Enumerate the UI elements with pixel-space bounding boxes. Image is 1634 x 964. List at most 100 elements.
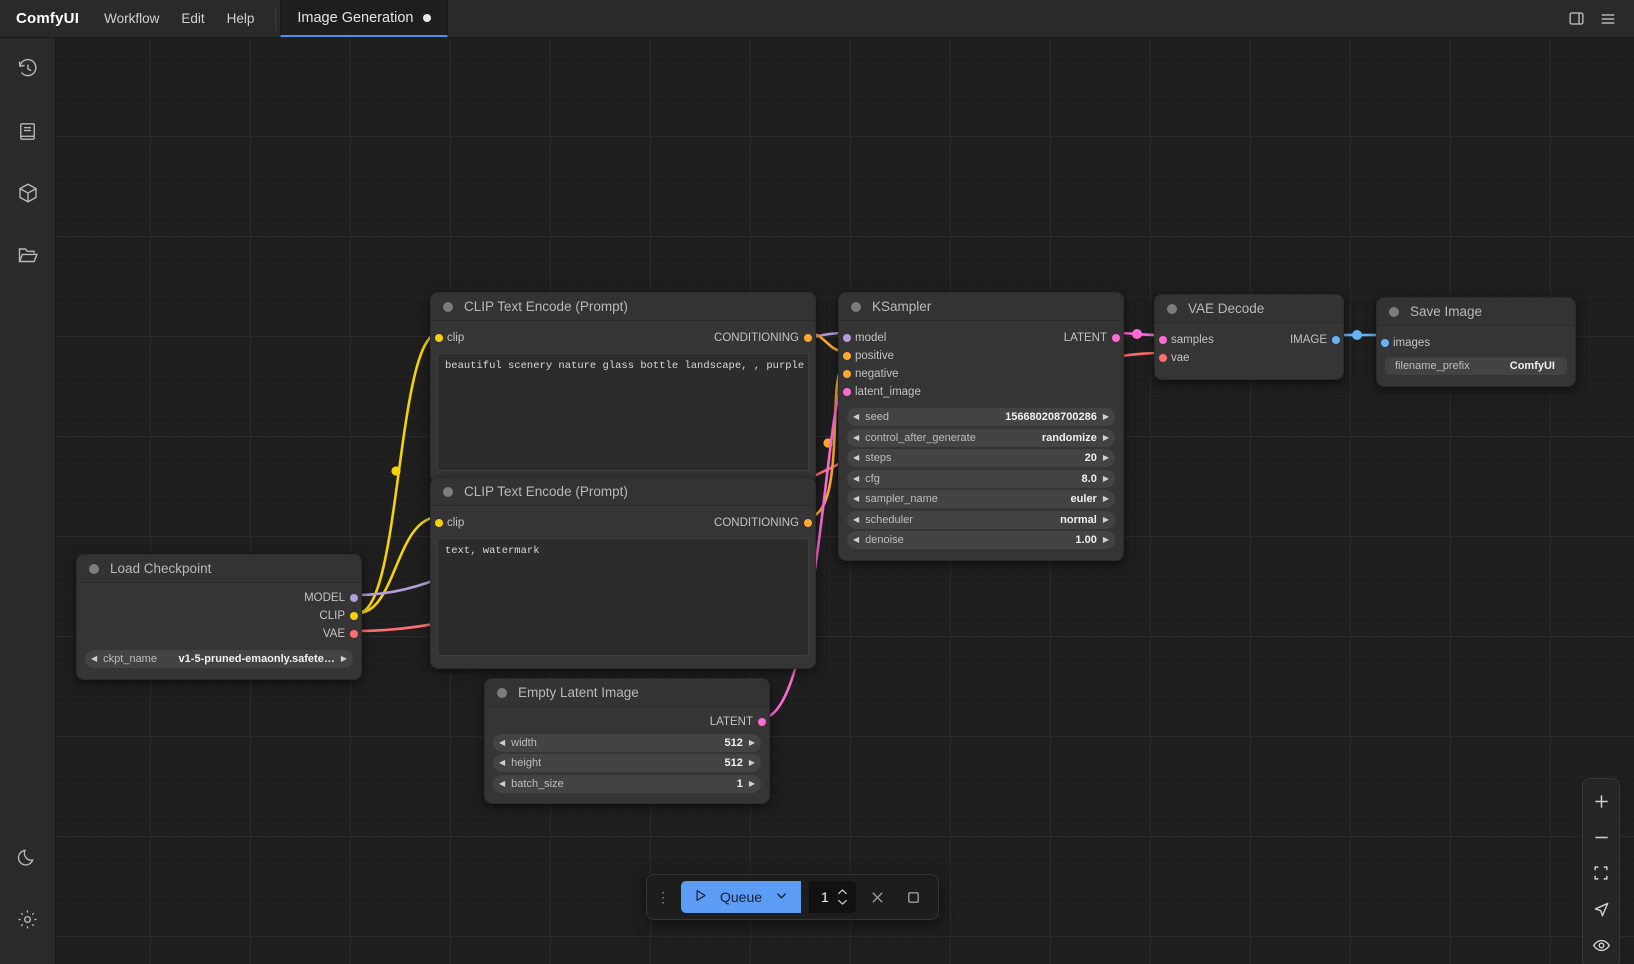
widget-cfg[interactable]: ◀ cfg 8.0 ▶ <box>847 469 1115 488</box>
model-folder-icon[interactable] <box>0 224 56 286</box>
increment-arrow-icon[interactable]: ▶ <box>1102 453 1109 462</box>
slot-dot-model[interactable] <box>843 334 851 342</box>
node-header[interactable]: CLIP Text Encode (Prompt) <box>431 478 815 506</box>
graph-canvas[interactable]: Load Checkpoint MODEL CLIP VAE ◀ ckpt_na <box>56 38 1634 964</box>
collapse-dot-icon[interactable] <box>89 563 99 574</box>
panel-toggle-icon[interactable] <box>1562 5 1590 33</box>
slot-dot-images[interactable] <box>1381 339 1389 347</box>
decrement-arrow-icon[interactable]: ◀ <box>853 412 860 421</box>
increment-arrow-icon[interactable]: ▶ <box>748 758 755 767</box>
slot-dot-clip[interactable] <box>435 334 443 342</box>
decrement-arrow-icon[interactable]: ◀ <box>853 514 860 524</box>
node-save-image[interactable]: Save Image images filename_prefix ComfyU… <box>1376 297 1576 387</box>
slot-dot-samples[interactable] <box>1159 336 1167 344</box>
clear-queue-icon[interactable] <box>864 883 892 911</box>
zoom-in-icon[interactable] <box>1582 783 1620 819</box>
input-slot-images[interactable]: images <box>1377 334 1575 352</box>
decrement-arrow-icon[interactable]: ◀ <box>853 432 860 442</box>
widget-ckpt-name[interactable]: ◀ ckpt_name v1-5-pruned-emaonly.safete… … <box>85 650 353 668</box>
decrement-arrow-icon[interactable]: ◀ <box>499 778 506 788</box>
slot-dot-image[interactable] <box>1332 336 1340 344</box>
slot-dot-conditioning[interactable] <box>804 519 812 527</box>
input-slot-model[interactable]: model LATENT <box>839 329 1123 347</box>
settings-gear-icon[interactable] <box>0 888 56 950</box>
increment-arrow-icon[interactable]: ▶ <box>1102 535 1109 544</box>
decrement-arrow-icon[interactable]: ◀ <box>853 535 860 544</box>
decrement-arrow-icon[interactable]: ◀ <box>853 473 860 483</box>
slot-dot-conditioning[interactable] <box>804 334 812 342</box>
increment-arrow-icon[interactable]: ▶ <box>748 737 755 747</box>
node-header[interactable]: CLIP Text Encode (Prompt) <box>431 293 815 321</box>
clip-slot-row[interactable]: clip CONDITIONING <box>431 329 815 347</box>
toggle-visibility-icon[interactable] <box>1582 927 1620 963</box>
output-slot-vae[interactable]: VAE <box>77 625 361 643</box>
node-library-icon[interactable] <box>0 162 56 224</box>
slot-dot-model[interactable] <box>350 594 358 602</box>
queue-prompt-button[interactable]: Queue <box>681 881 802 913</box>
output-slot-latent[interactable]: LATENT <box>485 713 769 731</box>
increment-arrow-icon[interactable]: ▶ <box>1102 494 1109 503</box>
workflow-tab-image-generation[interactable]: Image Generation <box>280 0 449 37</box>
node-clip-text-encode-positive[interactable]: CLIP Text Encode (Prompt) clip CONDITION… <box>430 292 816 484</box>
queue-history-icon[interactable] <box>0 38 56 100</box>
widget-steps[interactable]: ◀ steps 20 ▶ <box>847 449 1115 467</box>
stop-icon[interactable] <box>900 883 928 911</box>
decrement-arrow-icon[interactable]: ◀ <box>499 737 506 747</box>
slot-dot-vae[interactable] <box>350 630 358 638</box>
slot-dot-negative[interactable] <box>843 370 851 378</box>
input-slot-vae[interactable]: vae <box>1155 349 1343 367</box>
widget-height[interactable]: ◀ height 512 ▶ <box>493 754 761 772</box>
menu-edit[interactable]: Edit <box>181 11 205 26</box>
widget-batch-size[interactable]: ◀ batch_size 1 ▶ <box>493 774 761 793</box>
queue-count-stepper[interactable]: 1 <box>809 881 856 913</box>
slot-dot-latent-image[interactable] <box>843 388 851 396</box>
input-slot-samples[interactable]: samples IMAGE <box>1155 331 1343 349</box>
output-slot-clip[interactable]: CLIP <box>77 607 361 625</box>
workflows-icon[interactable] <box>0 100 56 162</box>
collapse-dot-icon[interactable] <box>1389 306 1399 317</box>
output-slot-model[interactable]: MODEL <box>77 589 361 607</box>
collapse-dot-icon[interactable] <box>851 301 861 312</box>
node-header[interactable]: KSampler <box>839 293 1123 321</box>
increment-arrow-icon[interactable]: ▶ <box>340 654 347 663</box>
increment-arrow-icon[interactable]: ▶ <box>1102 412 1109 421</box>
widget-filename-prefix[interactable]: filename_prefix ComfyUI <box>1385 357 1567 375</box>
prompt-textarea[interactable]: text, watermark <box>437 538 809 656</box>
slot-dot-latent[interactable] <box>1112 334 1120 342</box>
increment-arrow-icon[interactable]: ▶ <box>1102 514 1109 524</box>
decrement-arrow-icon[interactable]: ◀ <box>853 453 860 462</box>
prompt-textarea[interactable]: beautiful scenery nature glass bottle la… <box>437 353 809 471</box>
slot-dot-positive[interactable] <box>843 352 851 360</box>
widget-width[interactable]: ◀ width 512 ▶ <box>493 733 761 752</box>
theme-toggle-icon[interactable] <box>0 826 56 888</box>
collapse-dot-icon[interactable] <box>443 301 453 312</box>
node-header[interactable]: VAE Decode <box>1155 295 1343 323</box>
node-vae-decode[interactable]: VAE Decode samples IMAGE vae <box>1154 294 1344 380</box>
node-load-checkpoint[interactable]: Load Checkpoint MODEL CLIP VAE ◀ ckpt_na <box>76 554 362 680</box>
collapse-dot-icon[interactable] <box>443 486 453 497</box>
decrement-arrow-icon[interactable]: ◀ <box>853 494 860 503</box>
node-clip-text-encode-negative[interactable]: CLIP Text Encode (Prompt) clip CONDITION… <box>430 477 816 669</box>
drag-handle-icon[interactable]: ⋮ <box>656 889 670 905</box>
widget-control-after-generate[interactable]: ◀ control_after_generate randomize ▶ <box>847 428 1115 447</box>
menu-help[interactable]: Help <box>226 11 255 26</box>
slot-dot-vae[interactable] <box>1159 354 1167 362</box>
stepper-arrows[interactable] <box>837 888 848 906</box>
slot-dot-latent[interactable] <box>758 718 766 726</box>
node-header[interactable]: Empty Latent Image <box>485 679 769 707</box>
hamburger-menu-icon[interactable] <box>1594 5 1622 33</box>
decrement-arrow-icon[interactable]: ◀ <box>499 758 506 767</box>
decrement-arrow-icon[interactable]: ◀ <box>91 654 98 663</box>
widget-denoise[interactable]: ◀ denoise 1.00 ▶ <box>847 531 1115 549</box>
fit-view-icon[interactable] <box>1582 855 1620 891</box>
increment-arrow-icon[interactable]: ▶ <box>1102 473 1109 483</box>
pan-cursor-icon[interactable] <box>1582 891 1620 927</box>
increment-arrow-icon[interactable]: ▶ <box>1102 432 1109 442</box>
chevron-down-icon[interactable] <box>774 888 789 906</box>
node-header[interactable]: Load Checkpoint <box>77 555 361 583</box>
node-ksampler[interactable]: KSampler model LATENT positive negative <box>838 292 1124 561</box>
clip-slot-row[interactable]: clip CONDITIONING <box>431 514 815 532</box>
input-slot-negative[interactable]: negative <box>839 365 1123 383</box>
menu-workflow[interactable]: Workflow <box>104 11 160 26</box>
slot-dot-clip[interactable] <box>350 612 358 620</box>
